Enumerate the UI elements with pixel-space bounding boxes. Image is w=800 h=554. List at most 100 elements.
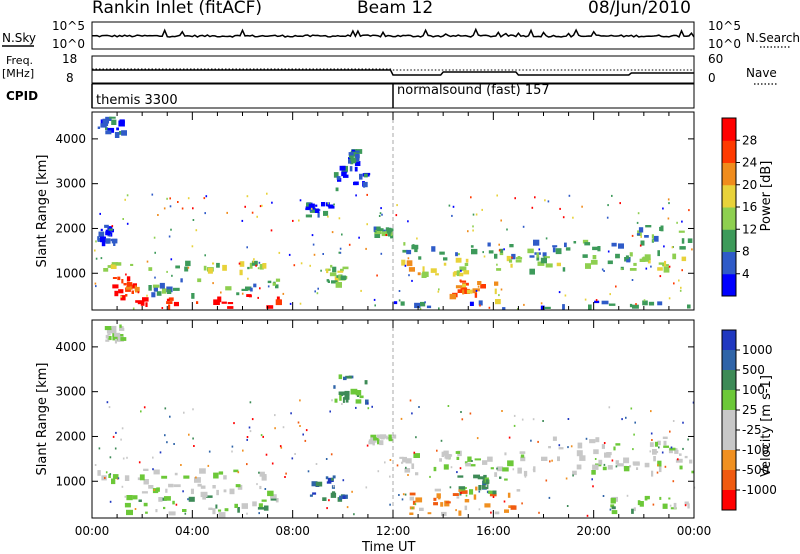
heatmap-cell	[470, 245, 474, 248]
heatmap-cell	[577, 442, 583, 449]
heatmap-cell	[441, 451, 445, 457]
heatmap-cell	[107, 336, 112, 341]
heatmap-cell	[668, 448, 673, 454]
heatmap-cell	[607, 204, 609, 207]
heatmap-cell	[529, 255, 535, 258]
heatmap-cell	[181, 207, 184, 210]
heatmap-cell	[326, 279, 330, 282]
heatmap-cell	[332, 491, 336, 495]
heatmap-cell	[510, 505, 517, 510]
freq-unit: [MHz]	[2, 67, 34, 80]
heatmap-cell	[471, 460, 473, 462]
power-colorbar-label: Power [dB]	[759, 161, 774, 232]
heatmap-cell	[456, 456, 460, 460]
heatmap-cell	[212, 262, 215, 265]
heatmap-cell	[629, 252, 633, 257]
heatmap-cell	[309, 264, 311, 267]
heatmap-cell	[290, 412, 292, 415]
heatmap-cell	[567, 418, 570, 420]
heatmap-cell	[449, 454, 453, 457]
heatmap-cell	[237, 471, 240, 474]
colorbar-segment	[722, 118, 736, 141]
heatmap-cell	[145, 511, 148, 514]
nsearch-label: N.Search	[746, 31, 800, 45]
heatmap-cell	[470, 196, 472, 199]
heatmap-cell	[687, 238, 693, 243]
heatmap-cell	[474, 292, 478, 298]
heatmap-cell	[381, 213, 383, 216]
heatmap-cell	[472, 213, 475, 216]
heatmap-cell	[398, 299, 401, 302]
heatmap-cell	[545, 237, 548, 240]
heatmap-cell	[344, 390, 350, 396]
heatmap-cell	[460, 280, 467, 283]
heatmap-cell	[549, 460, 551, 463]
heatmap-cell	[333, 172, 339, 178]
nsky-label: N.Sky	[2, 31, 36, 45]
heatmap-cell	[488, 250, 494, 254]
x-tick-label: 20:00	[576, 524, 611, 538]
heatmap-cell	[122, 457, 125, 460]
heatmap-cell	[485, 485, 488, 487]
heatmap-cell	[109, 500, 112, 503]
heatmap-cell	[148, 267, 153, 271]
heatmap-cell	[467, 230, 469, 233]
heatmap-cell	[464, 499, 470, 503]
heatmap-cell	[413, 453, 420, 458]
heatmap-cell	[411, 412, 413, 415]
heatmap-cell	[431, 246, 436, 252]
power-panel: 1000 2000 3000 4000	[55, 111, 695, 311]
heatmap-cell	[595, 437, 600, 443]
heatmap-cell	[104, 477, 106, 479]
heatmap-cell	[589, 439, 596, 444]
heatmap-cell	[650, 432, 653, 435]
heatmap-cell	[161, 307, 164, 309]
heatmap-cell	[572, 474, 574, 477]
heatmap-cell	[276, 296, 280, 301]
heatmap-cell	[645, 225, 652, 228]
heatmap-cell	[417, 272, 421, 276]
heatmap-cell	[151, 193, 154, 196]
heatmap-cell	[479, 304, 481, 307]
y-tick-label: 2000	[55, 221, 86, 235]
heatmap-cell	[464, 262, 469, 266]
heatmap-cell	[106, 328, 114, 334]
heatmap-cell	[266, 305, 274, 309]
heatmap-cell	[174, 472, 178, 476]
heatmap-cell	[659, 275, 662, 278]
heatmap-cell	[380, 207, 382, 210]
heatmap-cell	[165, 488, 168, 493]
heatmap-cell	[126, 509, 133, 516]
heatmap-cell	[152, 488, 159, 494]
heatmap-cell	[615, 443, 621, 446]
heatmap-cell	[405, 458, 412, 464]
heatmap-cell	[312, 243, 315, 246]
heatmap-cell	[229, 488, 235, 495]
heatmap-cell	[340, 268, 344, 272]
heatmap-cell	[652, 239, 655, 242]
heatmap-cell	[487, 242, 491, 247]
heatmap-cell	[395, 214, 398, 217]
heatmap-cell	[128, 282, 133, 288]
heatmap-cell	[106, 401, 109, 404]
heatmap-cell	[213, 472, 219, 479]
heatmap-cell	[253, 283, 257, 288]
heatmap-cell	[445, 457, 450, 460]
heatmap-cell	[534, 196, 536, 199]
heatmap-cell	[104, 326, 112, 331]
heatmap-cell	[585, 263, 591, 269]
heatmap-cell	[256, 215, 258, 218]
heatmap-cell	[481, 485, 489, 490]
heatmap-cell	[613, 446, 616, 451]
heatmap-cell	[105, 127, 109, 130]
heatmap-cell	[593, 449, 599, 455]
heatmap-cell	[582, 239, 589, 244]
heatmap-cell	[502, 307, 506, 310]
velocity-panel: 1000 2000 3000 4000 00:00 04:00 08:00 12:00 16:…	[55, 319, 711, 538]
heatmap-cell	[426, 305, 432, 309]
cpid-mode-1: themis 3300	[96, 93, 178, 108]
heatmap-cell	[623, 457, 630, 464]
heatmap-cell	[326, 481, 332, 484]
heatmap-cell	[477, 288, 480, 292]
heatmap-cell	[536, 255, 540, 261]
